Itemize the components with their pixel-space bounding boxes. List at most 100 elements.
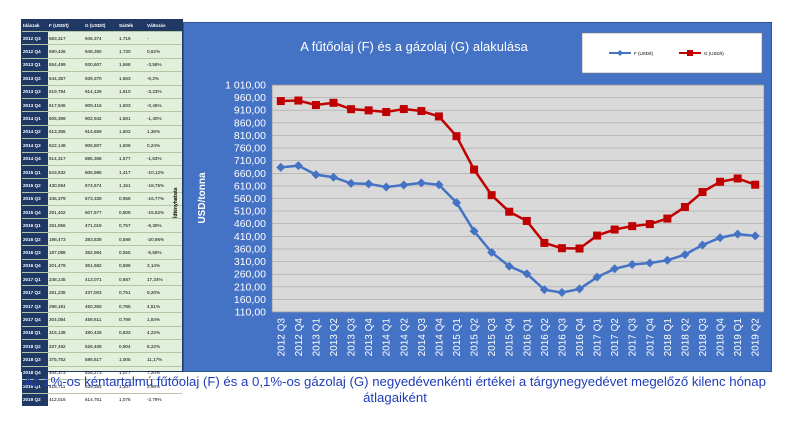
data-point	[575, 284, 584, 294]
value-cell: 674,674	[84, 178, 118, 193]
value-cell: -3,58%	[146, 57, 182, 72]
x-tick-label: 2013 Q2	[329, 318, 340, 357]
data-point	[750, 231, 760, 241]
value-cell: 9,20%	[146, 285, 182, 300]
table-row: 2019 Q1 418,711 639,383 1,107 2,98%	[22, 379, 182, 394]
value-cell: 1,663	[118, 71, 146, 86]
table-row: 2017 Q2 281,235 437,003 0,751 9,20%	[22, 285, 182, 300]
table-row: 2014 Q2 613,365 914,659 1,602 1,36%	[22, 124, 182, 139]
x-tick-label: 2014 Q4	[434, 318, 445, 357]
x-tick-label: 2016 Q2	[540, 318, 551, 357]
table-header-cell: F (USD/t)	[48, 20, 84, 32]
data-point	[557, 244, 566, 253]
quarter-cell: 2013 Q3	[22, 84, 48, 99]
y-tick-label: 560,00	[234, 193, 266, 205]
value-cell: 1,077	[118, 365, 146, 380]
table-row: 2015 Q4 291,402 507,577 0,808 -15,62%	[22, 205, 182, 219]
quarter-cell: 2016 Q4	[22, 258, 48, 273]
quarter-cell: 2018 Q2	[22, 338, 48, 353]
quarter-cell: 2015 Q4	[22, 205, 48, 219]
value-cell: 644,357	[48, 71, 84, 86]
value-cell: 430,594	[48, 178, 84, 193]
chart-title: A fűtőolaj (F) és a gázolaj (G) alakulás…	[300, 39, 528, 54]
y-tick-label: 160,00	[234, 294, 266, 306]
value-cell: 930,607	[84, 57, 118, 72]
data-point	[417, 107, 426, 116]
data-point	[311, 101, 320, 110]
x-tick-label: 2013 Q4	[364, 318, 375, 357]
value-cell: -18,75%	[146, 178, 182, 193]
data-point	[434, 112, 443, 121]
y-tick-label: 760,00	[234, 143, 266, 155]
data-point	[416, 178, 426, 188]
value-cell: 1,581	[118, 111, 146, 126]
value-cell: 654,499	[48, 57, 84, 72]
series-line-f	[280, 164, 756, 294]
y-tick-label: 360,00	[234, 243, 266, 255]
value-cell: -6,30%	[146, 218, 182, 233]
data-point	[505, 207, 514, 216]
data-point	[680, 250, 690, 260]
data-point	[662, 255, 672, 265]
y-tick-label: 810,00	[234, 130, 266, 142]
table-row: 2013 Q3 619,794 914,128 1,610 -3,23%	[22, 84, 182, 99]
data-point	[733, 174, 742, 183]
value-cell: 1,602	[118, 124, 146, 139]
data-point	[469, 226, 479, 236]
value-cell: 2,98%	[146, 379, 182, 394]
data-point	[487, 191, 496, 200]
value-cell: 298,181	[48, 298, 84, 313]
quarter-cell: 2018 Q4	[22, 365, 48, 380]
x-tick-label: 2016 Q4	[575, 318, 586, 357]
y-tick-label: 210,00	[234, 281, 266, 293]
quarter-cell: 2013 Q4	[22, 97, 48, 112]
data-point	[381, 182, 391, 192]
value-cell: 413,071	[84, 272, 118, 286]
value-cell: 11,17%	[146, 352, 182, 367]
value-cell: -2,79%	[146, 392, 182, 406]
series-line-g	[280, 99, 756, 250]
value-cell: 1,417	[118, 164, 146, 179]
data-point	[487, 247, 497, 257]
data-point	[399, 105, 408, 114]
quarter-cell: 2019 Q2	[22, 392, 48, 406]
value-cell: -10,12%	[146, 164, 182, 179]
value-cell: 375,752	[48, 352, 84, 367]
table-header-cell: Változás	[146, 20, 182, 32]
x-tick-label: 2015 Q4	[505, 318, 516, 357]
x-tick-label: 2017 Q1	[593, 318, 604, 357]
value-cell: 0,799	[118, 312, 146, 327]
quarter-cell: 2018 Q3	[22, 352, 48, 367]
data-point	[540, 238, 549, 247]
value-cell: 346,379	[48, 191, 84, 206]
x-tick-label: 2015 Q2	[470, 318, 481, 357]
data-point	[329, 98, 338, 107]
value-cell: 690,426	[48, 44, 84, 59]
x-tick-label: 2015 Q1	[452, 318, 463, 357]
value-cell: 281,235	[48, 285, 84, 300]
x-tick-label: 2018 Q2	[680, 318, 691, 357]
table-row: 2013 Q2 644,357 939,370 1,663 -0,2%	[22, 71, 182, 86]
value-cell: 0,751	[118, 285, 146, 300]
x-tick-label: 2013 Q1	[311, 318, 322, 357]
value-cell: -1,83%	[146, 151, 182, 166]
value-cell: -3,23%	[146, 84, 182, 99]
value-cell: 1,577	[118, 151, 146, 166]
value-cell: 622,148	[48, 138, 84, 153]
table-row: 2017 Q4 304,084 458,611 0,799 1,84%	[22, 312, 182, 327]
value-cell: 605,399	[48, 111, 84, 126]
value-cell: 946,374	[84, 30, 118, 45]
quarter-cell: 2012 Q4	[22, 44, 48, 59]
value-cell: 1,719	[118, 30, 146, 45]
value-cell: 412,016	[48, 392, 84, 406]
table-row: 2018 Q3 375,752 585,617 1,005 11,17%	[22, 352, 182, 367]
y-tick-label: 310,00	[234, 256, 266, 268]
table-row: 2018 Q4 404,373 626,273 1,077 7,20%	[22, 365, 182, 380]
y-tick-label: 860,00	[234, 117, 266, 129]
data-point	[434, 180, 444, 190]
table-row: 2019 Q2 412,016 614,761 1,076 -2,79%	[22, 392, 182, 406]
quarter-cell: 2014 Q2	[22, 124, 48, 139]
y-tick-label: 410,00	[234, 231, 266, 243]
quarter-cell: 2014 Q4	[22, 151, 48, 166]
data-point	[575, 244, 584, 253]
